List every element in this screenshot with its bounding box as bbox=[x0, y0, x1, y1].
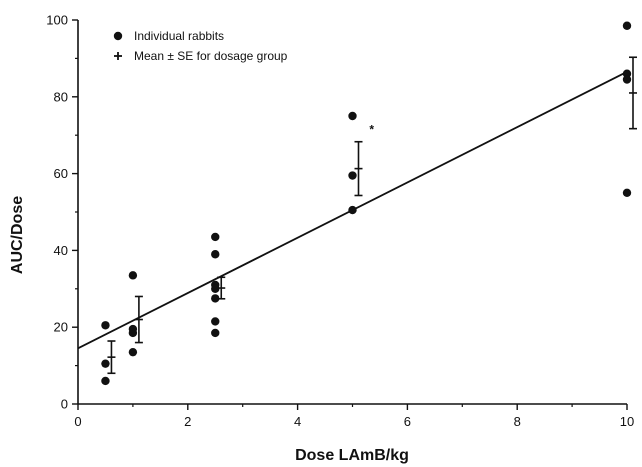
y-tick-label: 100 bbox=[46, 13, 68, 28]
x-tick-label: 4 bbox=[294, 414, 301, 429]
x-axis-title: Dose LAmB/kg bbox=[295, 447, 409, 464]
rabbit-data-point bbox=[128, 328, 138, 338]
y-tick-label: 40 bbox=[54, 243, 68, 258]
rabbit-data-point bbox=[101, 321, 110, 330]
chart-marks: * bbox=[77, 21, 637, 386]
legend-label: Mean ± SE for dosage group bbox=[134, 49, 288, 63]
rabbit-data-point bbox=[211, 250, 220, 259]
y-tick-label: 60 bbox=[54, 166, 68, 181]
rabbit-data-point bbox=[348, 171, 357, 180]
rabbit-data-point bbox=[211, 294, 220, 303]
rabbit-data-point bbox=[101, 359, 110, 368]
y-axis-title: AUC/Dose bbox=[9, 196, 26, 274]
rabbit-data-point bbox=[211, 328, 220, 338]
legend: Individual rabbits Mean ± SE for dosage g… bbox=[113, 29, 288, 63]
x-tick-label: 6 bbox=[404, 414, 411, 429]
rabbit-data-point bbox=[622, 188, 632, 197]
y-tick-label: 80 bbox=[54, 89, 68, 104]
rabbit-data-point bbox=[101, 376, 110, 386]
rabbit-data-point bbox=[128, 347, 138, 357]
rabbit-data-point bbox=[348, 111, 357, 121]
rabbit-data-point bbox=[348, 205, 357, 215]
significance-asterisk: * bbox=[369, 122, 374, 136]
axes: 0 20 40 60 80 100 0 2 4 6 8 10 bbox=[46, 13, 634, 430]
rabbit-data-point bbox=[211, 232, 220, 242]
x-tick-label: 10 bbox=[620, 414, 634, 429]
x-tick-label: 2 bbox=[184, 414, 191, 429]
rabbit-data-point bbox=[211, 317, 220, 326]
legend-dot-marker bbox=[113, 31, 123, 41]
y-tick-label: 20 bbox=[54, 320, 68, 335]
rabbit-data-point bbox=[622, 69, 632, 78]
rabbit-data-point bbox=[128, 271, 138, 280]
rabbit-data-point bbox=[622, 75, 632, 84]
legend-label: Individual rabbits bbox=[134, 29, 224, 43]
x-tick-label: 8 bbox=[514, 414, 521, 429]
rabbit-data-point bbox=[622, 21, 632, 30]
x-tick-label: 0 bbox=[74, 414, 81, 429]
y-tick-label: 0 bbox=[61, 397, 68, 412]
rabbit-data-point bbox=[211, 284, 220, 293]
